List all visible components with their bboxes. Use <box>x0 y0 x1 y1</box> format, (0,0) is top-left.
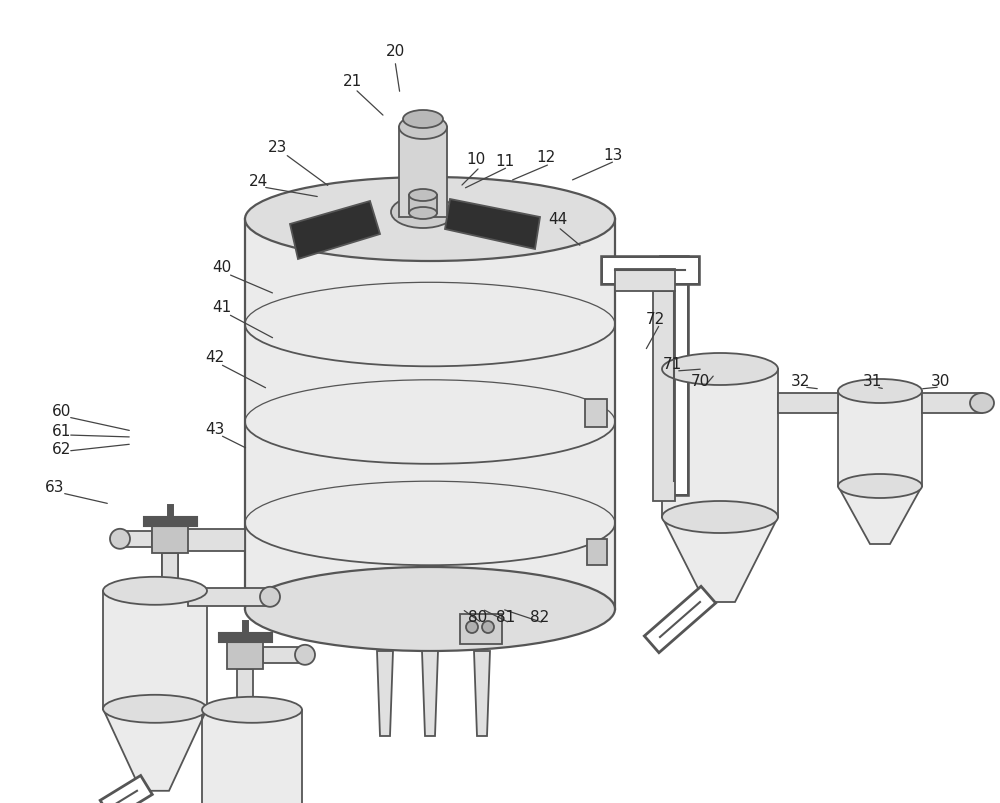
Text: 23: 23 <box>268 141 288 155</box>
Polygon shape <box>290 202 380 259</box>
Bar <box>227 641 263 669</box>
Bar <box>152 525 188 553</box>
Polygon shape <box>103 709 207 791</box>
Polygon shape <box>377 651 393 736</box>
Ellipse shape <box>970 393 994 414</box>
Text: 13: 13 <box>603 147 623 162</box>
Polygon shape <box>245 220 615 609</box>
Ellipse shape <box>103 695 207 723</box>
Polygon shape <box>653 291 675 501</box>
Ellipse shape <box>662 353 778 385</box>
Polygon shape <box>162 553 178 589</box>
Ellipse shape <box>838 475 922 499</box>
Text: 62: 62 <box>52 442 72 457</box>
Ellipse shape <box>466 622 478 634</box>
Polygon shape <box>165 529 245 551</box>
Text: 44: 44 <box>548 212 568 227</box>
Ellipse shape <box>662 501 778 533</box>
Text: 81: 81 <box>496 609 516 625</box>
Polygon shape <box>237 669 253 707</box>
Text: 43: 43 <box>205 422 225 437</box>
Polygon shape <box>263 647 305 663</box>
Text: 21: 21 <box>342 75 362 89</box>
Text: 24: 24 <box>248 174 268 190</box>
Text: 61: 61 <box>52 424 72 439</box>
Ellipse shape <box>245 567 615 651</box>
Ellipse shape <box>110 529 130 549</box>
Polygon shape <box>162 553 178 588</box>
Polygon shape <box>188 588 270 606</box>
Text: 82: 82 <box>530 609 550 625</box>
Text: 32: 32 <box>790 374 810 389</box>
Text: 63: 63 <box>45 480 65 495</box>
Text: 10: 10 <box>466 153 486 167</box>
Ellipse shape <box>155 529 175 551</box>
Polygon shape <box>474 651 490 736</box>
Polygon shape <box>422 651 438 736</box>
Bar <box>409 196 437 214</box>
Text: 42: 42 <box>205 350 225 365</box>
Ellipse shape <box>103 577 207 605</box>
Text: 70: 70 <box>690 374 710 389</box>
Bar <box>460 614 502 644</box>
Text: 40: 40 <box>212 260 232 275</box>
Ellipse shape <box>260 587 280 607</box>
Ellipse shape <box>202 697 302 723</box>
Bar <box>585 400 607 427</box>
Ellipse shape <box>391 197 455 229</box>
Polygon shape <box>838 392 922 487</box>
Ellipse shape <box>399 116 447 140</box>
Text: 20: 20 <box>385 44 405 59</box>
Polygon shape <box>445 200 540 250</box>
Polygon shape <box>922 393 982 414</box>
Text: 30: 30 <box>930 374 950 389</box>
Ellipse shape <box>409 208 437 220</box>
Ellipse shape <box>245 177 615 262</box>
Text: 11: 11 <box>495 154 515 169</box>
Text: 71: 71 <box>662 357 682 372</box>
Bar <box>399 128 447 218</box>
Polygon shape <box>202 710 302 803</box>
Polygon shape <box>103 591 207 709</box>
Polygon shape <box>662 369 778 517</box>
Text: 41: 41 <box>212 300 232 315</box>
Text: 72: 72 <box>645 312 665 327</box>
Polygon shape <box>615 270 675 291</box>
Ellipse shape <box>295 645 315 665</box>
Polygon shape <box>662 373 675 396</box>
Ellipse shape <box>409 190 437 202</box>
Text: 80: 80 <box>468 609 488 625</box>
Polygon shape <box>662 517 778 602</box>
Polygon shape <box>778 393 838 414</box>
Polygon shape <box>120 531 152 547</box>
Ellipse shape <box>838 380 922 403</box>
Polygon shape <box>838 487 922 544</box>
Text: 12: 12 <box>536 150 556 165</box>
Ellipse shape <box>403 111 443 128</box>
Text: 60: 60 <box>52 404 72 419</box>
Text: 31: 31 <box>862 374 882 389</box>
Ellipse shape <box>482 622 494 634</box>
Bar <box>587 540 607 565</box>
